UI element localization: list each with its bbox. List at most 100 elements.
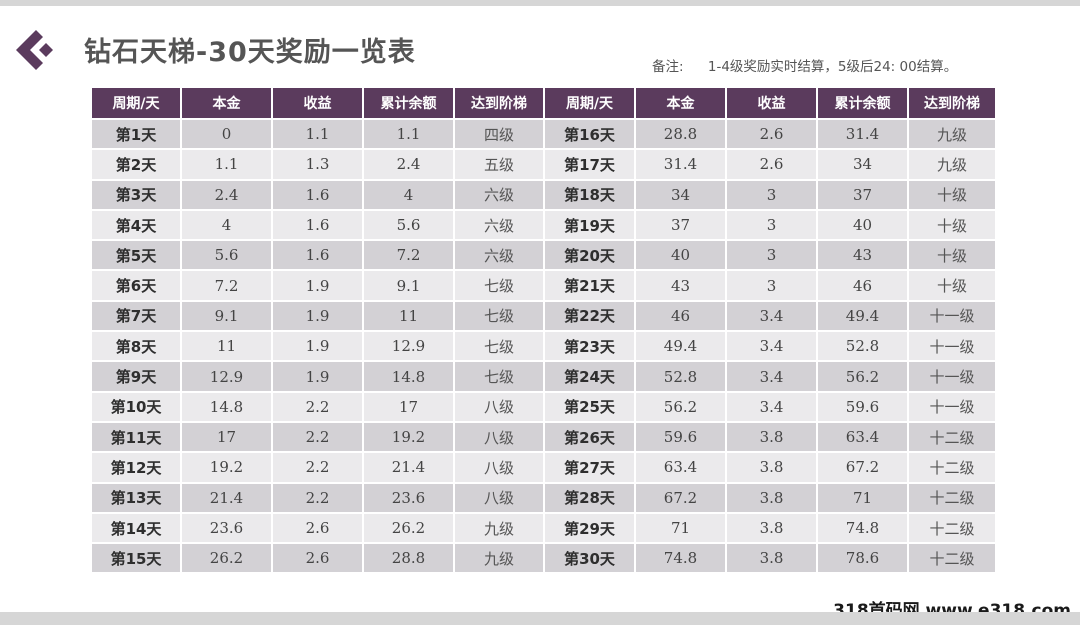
level-cell: 七级 — [455, 362, 543, 391]
earnings-cell: 3.8 — [727, 544, 816, 573]
level-cell: 六级 — [455, 241, 543, 270]
table-row: 第10天 14.8 2.2 17 八级 第25天 56.2 3.4 59.6 十一级 — [92, 392, 995, 421]
balance-cell: 17 — [364, 392, 453, 421]
day-cell: 第7天 — [92, 301, 180, 331]
earnings-cell: 3.4 — [727, 362, 816, 391]
table-row: 第12天 19.2 2.2 21.4 八级 第27天 63.4 3.8 67.2 十二级 — [92, 453, 995, 482]
balance-cell: 14.8 — [364, 362, 453, 391]
earnings-cell: 3.4 — [727, 332, 816, 361]
level-cell: 十一级 — [909, 332, 995, 361]
day-cell: 第24天 — [545, 362, 634, 391]
principal-cell: 26.2 — [182, 544, 271, 573]
level-cell: 六级 — [455, 180, 543, 209]
day-cell: 第27天 — [545, 453, 634, 482]
principal-cell: 4 — [182, 210, 271, 240]
principal-cell: 17 — [182, 422, 271, 452]
day-cell: 第23天 — [545, 332, 634, 361]
principal-cell: 19.2 — [182, 453, 271, 482]
column-header: 累计余额 — [364, 88, 453, 118]
bottom-bar — [0, 612, 1080, 625]
balance-cell: 5.6 — [364, 210, 453, 240]
day-cell: 第30天 — [545, 544, 634, 573]
day-cell: 第14天 — [92, 513, 180, 543]
earnings-cell: 1.6 — [273, 210, 362, 240]
table-row: 第4天 4 1.6 5.6 六级 第19天 37 3 40 十级 — [92, 210, 995, 240]
table-body: 第1天 0 1.1 1.1 四级 第16天 28.8 2.6 31.4 九级 第2天 1.1 1.3 2.… — [92, 120, 995, 573]
balance-cell: 31.4 — [818, 120, 907, 149]
earnings-cell: 1.9 — [273, 362, 362, 391]
principal-cell: 46 — [636, 301, 725, 331]
day-cell: 第28天 — [545, 483, 634, 512]
balance-cell: 21.4 — [364, 453, 453, 482]
principal-cell: 1.1 — [182, 150, 271, 179]
day-cell: 第3天 — [92, 180, 180, 209]
earnings-cell: 1.3 — [273, 150, 362, 179]
column-header: 周期/天 — [545, 88, 634, 118]
earnings-cell: 3 — [727, 241, 816, 270]
principal-cell: 43 — [636, 271, 725, 300]
earnings-cell: 1.9 — [273, 271, 362, 300]
day-cell: 第17天 — [545, 150, 634, 179]
table-header-row: 周期/天 本金 收益 累计余额 达到阶梯 周期/天 本金 收益 累计余额 达到阶梯 — [92, 88, 995, 118]
table-row: 第7天 9.1 1.9 11 七级 第22天 46 3.4 49.4 十一级 — [92, 301, 995, 331]
level-cell: 七级 — [455, 301, 543, 331]
column-header: 收益 — [727, 88, 816, 118]
column-header: 累计余额 — [818, 88, 907, 118]
earnings-cell: 2.6 — [273, 544, 362, 573]
day-cell: 第9天 — [92, 362, 180, 391]
level-cell: 十一级 — [909, 392, 995, 421]
balance-cell: 26.2 — [364, 513, 453, 543]
earnings-cell: 2.2 — [273, 483, 362, 512]
balance-cell: 78.6 — [818, 544, 907, 573]
balance-cell: 34 — [818, 150, 907, 179]
level-cell: 八级 — [455, 453, 543, 482]
earnings-cell: 2.2 — [273, 392, 362, 421]
principal-cell: 7.2 — [182, 271, 271, 300]
day-cell: 第11天 — [92, 422, 180, 452]
balance-cell: 52.8 — [818, 332, 907, 361]
day-cell: 第29天 — [545, 513, 634, 543]
note-text: 1-4级奖励实时结算，5级后24: 00结算。 — [707, 59, 958, 75]
principal-cell: 59.6 — [636, 422, 725, 452]
earnings-cell: 3.4 — [727, 392, 816, 421]
day-cell: 第16天 — [545, 120, 634, 149]
level-cell: 八级 — [455, 422, 543, 452]
day-cell: 第1天 — [92, 120, 180, 149]
balance-cell: 11 — [364, 301, 453, 331]
column-header: 本金 — [636, 88, 725, 118]
level-cell: 十二级 — [909, 453, 995, 482]
earnings-cell: 3 — [727, 210, 816, 240]
earnings-cell: 3.4 — [727, 301, 816, 331]
level-cell: 六级 — [455, 210, 543, 240]
balance-cell: 59.6 — [818, 392, 907, 421]
balance-cell: 12.9 — [364, 332, 453, 361]
principal-cell: 34 — [636, 180, 725, 209]
level-cell: 十二级 — [909, 544, 995, 573]
earnings-cell: 2.6 — [273, 513, 362, 543]
balance-cell: 46 — [818, 271, 907, 300]
table-row: 第2天 1.1 1.3 2.4 五级 第17天 31.4 2.6 34 九级 — [92, 150, 995, 179]
balance-cell: 7.2 — [364, 241, 453, 270]
principal-cell: 49.4 — [636, 332, 725, 361]
principal-cell: 31.4 — [636, 150, 725, 179]
level-cell: 五级 — [455, 150, 543, 179]
note-label: 备注: — [652, 59, 684, 75]
day-cell: 第6天 — [92, 271, 180, 300]
principal-cell: 37 — [636, 210, 725, 240]
day-cell: 第13天 — [92, 483, 180, 512]
balance-cell: 74.8 — [818, 513, 907, 543]
level-cell: 七级 — [455, 271, 543, 300]
level-cell: 九级 — [455, 513, 543, 543]
balance-cell: 43 — [818, 241, 907, 270]
earnings-cell: 1.6 — [273, 180, 362, 209]
principal-cell: 2.4 — [182, 180, 271, 209]
day-cell: 第10天 — [92, 392, 180, 421]
day-cell: 第15天 — [92, 544, 180, 573]
principal-cell: 74.8 — [636, 544, 725, 573]
earnings-cell: 2.2 — [273, 422, 362, 452]
table-row: 第14天 23.6 2.6 26.2 九级 第29天 71 3.8 74.8 十二级 — [92, 513, 995, 543]
balance-cell: 71 — [818, 483, 907, 512]
level-cell: 八级 — [455, 392, 543, 421]
earnings-cell: 1.6 — [273, 241, 362, 270]
level-cell: 十二级 — [909, 422, 995, 452]
